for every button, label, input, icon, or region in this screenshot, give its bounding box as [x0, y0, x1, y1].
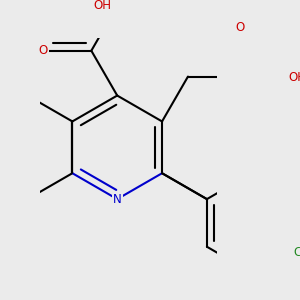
Text: OH: OH [93, 0, 111, 12]
Text: O: O [39, 44, 48, 57]
Text: OH: OH [288, 71, 300, 85]
Text: Cl: Cl [293, 246, 300, 259]
Text: N: N [113, 193, 122, 206]
Text: O: O [235, 21, 244, 34]
